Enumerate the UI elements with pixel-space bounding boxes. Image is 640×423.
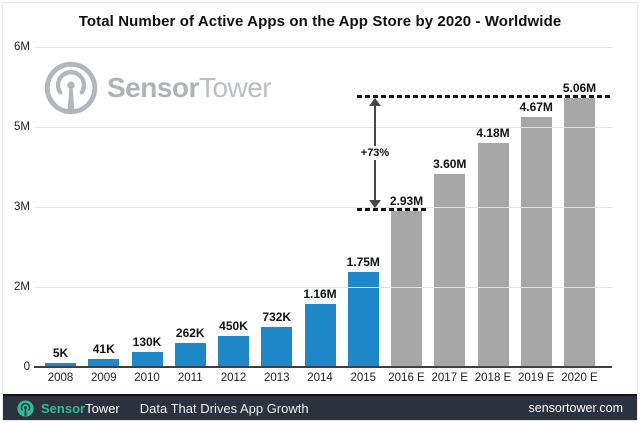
bar-value-label: 41K	[92, 342, 115, 356]
bar-2017E	[434, 174, 466, 366]
bar-2016E	[391, 211, 422, 366]
y-gridline	[35, 127, 612, 128]
bar-value-label: 4.18M	[476, 126, 510, 140]
watermark-brand-text: SensorTower	[107, 72, 272, 104]
y-gridline	[35, 47, 612, 48]
sensortower-logo-icon	[44, 61, 98, 115]
x-axis-label: 2008	[47, 372, 74, 384]
x-axis-label: 2015	[350, 372, 377, 384]
bar-2009	[88, 359, 120, 366]
footer-brand-light: Tower	[85, 400, 120, 416]
chart-title: Total Number of Active Apps on the App S…	[78, 13, 562, 30]
footer-brand-text: SensorTower	[41, 401, 120, 416]
watermark-brand-bold: Sensor	[107, 72, 199, 103]
bar-value-label: 2.93M	[389, 194, 424, 208]
bar-value-label: 1.75M	[346, 255, 380, 269]
y-axis-label: 5M	[14, 121, 30, 133]
x-axis-label: 2016 E	[388, 372, 425, 384]
y-axis-label: 3M	[14, 201, 30, 213]
bar-value-label: 130K	[132, 335, 162, 349]
bar-2019E	[520, 117, 552, 366]
bar-2013	[261, 327, 293, 366]
footer-brand-bold: Sensor	[41, 400, 86, 416]
y-axis-label: 0	[23, 361, 30, 373]
footer-url: sensortower.com	[528, 401, 623, 415]
bar-2011	[174, 343, 206, 366]
x-axis-label: 2014	[307, 372, 333, 384]
bar-value-label: 732K	[262, 310, 292, 324]
watermark-brand-light: Tower	[198, 72, 272, 103]
bar-value-label: 450K	[219, 319, 248, 333]
footer-tagline: Data That Drives App Growth	[139, 400, 309, 416]
x-axis-label: 2019 E	[518, 372, 555, 384]
x-axis-label: 2010	[134, 372, 160, 384]
y-gridline	[35, 207, 612, 208]
bar-2008	[45, 363, 76, 366]
bar-2020E	[564, 98, 595, 366]
bar-2018E	[477, 143, 509, 366]
bar-value-label: 5.06M	[562, 81, 597, 95]
growth-arrow-head-up-icon	[369, 98, 381, 106]
y-gridline	[35, 287, 612, 288]
x-axis-label: 2011	[177, 372, 203, 384]
sensortower-footer-logo-icon	[17, 399, 34, 417]
dashed-reference-line-bottom	[357, 208, 427, 211]
bar-value-label: 3.60M	[433, 157, 467, 171]
growth-percent-label: +73%	[352, 146, 398, 160]
x-axis-label: 2012	[220, 372, 247, 384]
bar-2014	[304, 304, 336, 366]
y-axis-label: 2M	[14, 281, 30, 293]
x-axis-label: 2018 E	[474, 372, 512, 384]
sensortower-watermark: SensorTower	[44, 60, 272, 116]
x-axis-label: 2020 E	[561, 372, 598, 384]
x-axis-label: 2017 E	[431, 372, 468, 384]
x-axis-label: 2013	[263, 372, 290, 384]
dashed-reference-line-top	[357, 95, 612, 98]
y-axis-label: 6M	[14, 41, 30, 53]
growth-arrow-head-down-icon	[369, 200, 381, 208]
bar-value-label: 1.16M	[303, 287, 337, 301]
bar-value-label: 4.67M	[519, 100, 553, 114]
bar-2010	[131, 352, 163, 366]
bar-value-label: 5K	[52, 346, 69, 360]
footer-bar: SensorTower Data That Drives App Growth …	[3, 394, 637, 420]
bar-value-label: 262K	[175, 326, 205, 340]
x-axis-line	[34, 366, 612, 368]
x-axis-label: 2009	[90, 372, 117, 384]
bar-2012	[218, 336, 249, 366]
